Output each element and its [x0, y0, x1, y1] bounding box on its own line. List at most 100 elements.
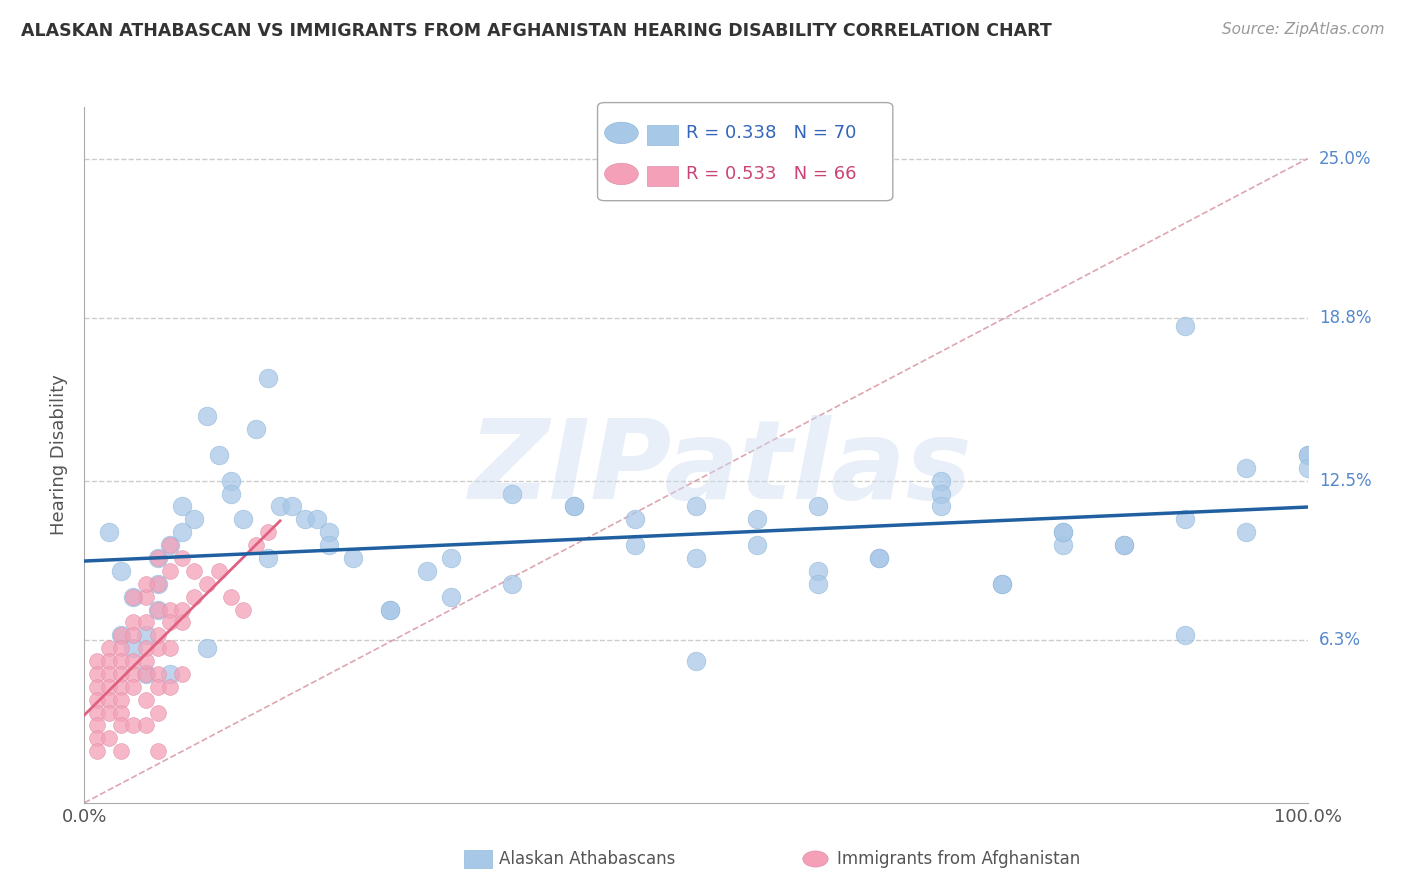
Y-axis label: Hearing Disability: Hearing Disability [51, 375, 69, 535]
Point [135, 667, 157, 681]
Point [97, 654, 120, 668]
Point [929, 474, 952, 488]
Point [807, 576, 830, 591]
Point [294, 512, 316, 526]
Point [1174, 628, 1197, 642]
Point [269, 500, 291, 514]
Point [257, 370, 280, 384]
Point [122, 641, 145, 656]
Point [159, 538, 181, 552]
Point [624, 512, 647, 526]
Point [318, 525, 340, 540]
Point [146, 667, 169, 681]
Point [122, 718, 145, 732]
Point [1114, 538, 1136, 552]
Point [122, 680, 145, 694]
Text: ZIPatlas: ZIPatlas [468, 416, 973, 523]
Point [86, 654, 108, 668]
Point [146, 602, 169, 616]
Point [1174, 512, 1197, 526]
Point [172, 500, 194, 514]
Point [146, 706, 169, 720]
Point [97, 641, 120, 656]
Point [122, 667, 145, 681]
Point [1052, 525, 1074, 540]
Point [183, 590, 205, 604]
Point [219, 590, 242, 604]
Point [1114, 538, 1136, 552]
Point [110, 654, 132, 668]
Point [97, 692, 120, 706]
Text: ALASKAN ATHABASCAN VS IMMIGRANTS FROM AFGHANISTAN HEARING DISABILITY CORRELATION: ALASKAN ATHABASCAN VS IMMIGRANTS FROM AF… [21, 22, 1052, 40]
Point [380, 602, 402, 616]
Point [1174, 319, 1197, 334]
Text: Source: ZipAtlas.com: Source: ZipAtlas.com [1222, 22, 1385, 37]
Point [245, 538, 267, 552]
Point [146, 551, 169, 566]
Point [305, 512, 328, 526]
Point [97, 706, 120, 720]
Point [122, 590, 145, 604]
Point [869, 551, 891, 566]
Point [1234, 460, 1257, 475]
Point [159, 615, 181, 630]
Point [929, 486, 952, 500]
Point [245, 422, 267, 436]
Point [685, 654, 707, 668]
Point [159, 680, 181, 694]
Point [195, 409, 218, 424]
Point [1296, 448, 1319, 462]
Point [122, 615, 145, 630]
Point [929, 500, 952, 514]
Point [685, 500, 707, 514]
Point [110, 706, 132, 720]
Point [86, 706, 108, 720]
Text: 12.5%: 12.5% [1319, 472, 1371, 490]
Point [1234, 525, 1257, 540]
Point [172, 525, 194, 540]
Point [159, 538, 181, 552]
Point [122, 654, 145, 668]
Point [416, 564, 439, 578]
Point [183, 564, 205, 578]
Point [110, 680, 132, 694]
Point [146, 628, 169, 642]
Text: 18.8%: 18.8% [1319, 310, 1371, 327]
Point [135, 718, 157, 732]
Point [146, 744, 169, 758]
Text: Immigrants from Afghanistan: Immigrants from Afghanistan [837, 850, 1080, 868]
Point [135, 641, 157, 656]
Point [97, 667, 120, 681]
Point [195, 641, 218, 656]
Point [146, 551, 169, 566]
Point [135, 615, 157, 630]
Point [257, 551, 280, 566]
Point [990, 576, 1012, 591]
Point [135, 590, 157, 604]
Point [135, 576, 157, 591]
Point [990, 576, 1012, 591]
Point [135, 667, 157, 681]
Point [172, 551, 194, 566]
Point [110, 692, 132, 706]
Point [97, 525, 120, 540]
Point [807, 564, 830, 578]
Text: Alaskan Athabascans: Alaskan Athabascans [499, 850, 675, 868]
Point [86, 680, 108, 694]
Point [1296, 460, 1319, 475]
Point [257, 525, 280, 540]
Point [869, 551, 891, 566]
Point [110, 564, 132, 578]
Point [110, 628, 132, 642]
Point [135, 654, 157, 668]
Point [135, 692, 157, 706]
Point [440, 590, 463, 604]
Point [1052, 538, 1074, 552]
Point [86, 744, 108, 758]
Point [562, 500, 585, 514]
Point [562, 500, 585, 514]
Point [183, 512, 205, 526]
Point [807, 500, 830, 514]
Point [747, 512, 769, 526]
Point [159, 641, 181, 656]
